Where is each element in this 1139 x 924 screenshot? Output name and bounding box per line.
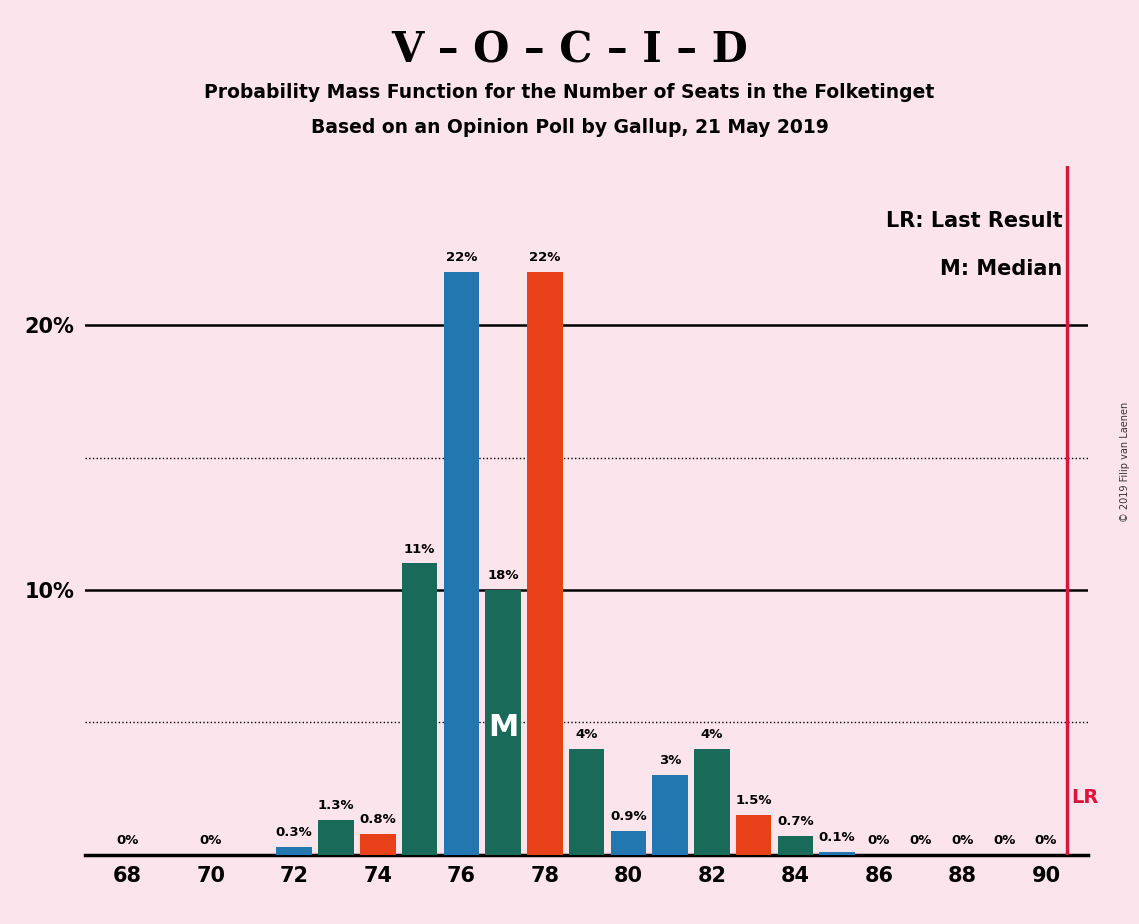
Bar bbox=[653, 775, 688, 855]
Text: 1.3%: 1.3% bbox=[318, 799, 354, 812]
Text: 0%: 0% bbox=[199, 833, 222, 846]
Bar bbox=[443, 273, 480, 855]
Bar bbox=[318, 821, 354, 855]
Text: 18%: 18% bbox=[487, 569, 518, 582]
Text: V – O – C – I – D: V – O – C – I – D bbox=[391, 30, 748, 71]
Bar bbox=[527, 273, 563, 855]
Text: 1.5%: 1.5% bbox=[736, 794, 772, 807]
Text: M: M bbox=[487, 713, 518, 742]
Text: 0%: 0% bbox=[116, 833, 138, 846]
Text: 0.1%: 0.1% bbox=[819, 831, 855, 845]
Text: © 2019 Filip van Laenen: © 2019 Filip van Laenen bbox=[1121, 402, 1130, 522]
Bar bbox=[736, 815, 771, 855]
Text: 22%: 22% bbox=[530, 251, 560, 264]
Bar bbox=[360, 833, 395, 855]
Text: 22%: 22% bbox=[445, 251, 477, 264]
Bar bbox=[611, 831, 646, 855]
Text: 0%: 0% bbox=[993, 833, 1015, 846]
Text: 11%: 11% bbox=[404, 542, 435, 555]
Bar bbox=[819, 852, 855, 855]
Text: 0.3%: 0.3% bbox=[276, 826, 312, 839]
Bar bbox=[402, 564, 437, 855]
Text: Based on an Opinion Poll by Gallup, 21 May 2019: Based on an Opinion Poll by Gallup, 21 M… bbox=[311, 118, 828, 138]
Text: LR: LR bbox=[1071, 788, 1098, 807]
Text: 0%: 0% bbox=[1035, 833, 1057, 846]
Text: 0%: 0% bbox=[910, 833, 932, 846]
Text: Probability Mass Function for the Number of Seats in the Folketinget: Probability Mass Function for the Number… bbox=[204, 83, 935, 103]
Bar bbox=[694, 748, 730, 855]
Text: 0%: 0% bbox=[951, 833, 974, 846]
Bar bbox=[277, 846, 312, 855]
Text: 0.9%: 0.9% bbox=[611, 810, 647, 823]
Text: 3%: 3% bbox=[659, 754, 681, 767]
Text: 0%: 0% bbox=[868, 833, 890, 846]
Text: 0.7%: 0.7% bbox=[777, 815, 813, 828]
Text: LR: Last Result: LR: Last Result bbox=[886, 211, 1063, 231]
Text: 0.8%: 0.8% bbox=[360, 812, 396, 825]
Text: 4%: 4% bbox=[575, 728, 598, 741]
Bar bbox=[778, 836, 813, 855]
Text: 4%: 4% bbox=[700, 728, 723, 741]
Bar bbox=[485, 590, 521, 855]
Text: M: Median: M: Median bbox=[941, 260, 1063, 279]
Bar bbox=[568, 748, 605, 855]
